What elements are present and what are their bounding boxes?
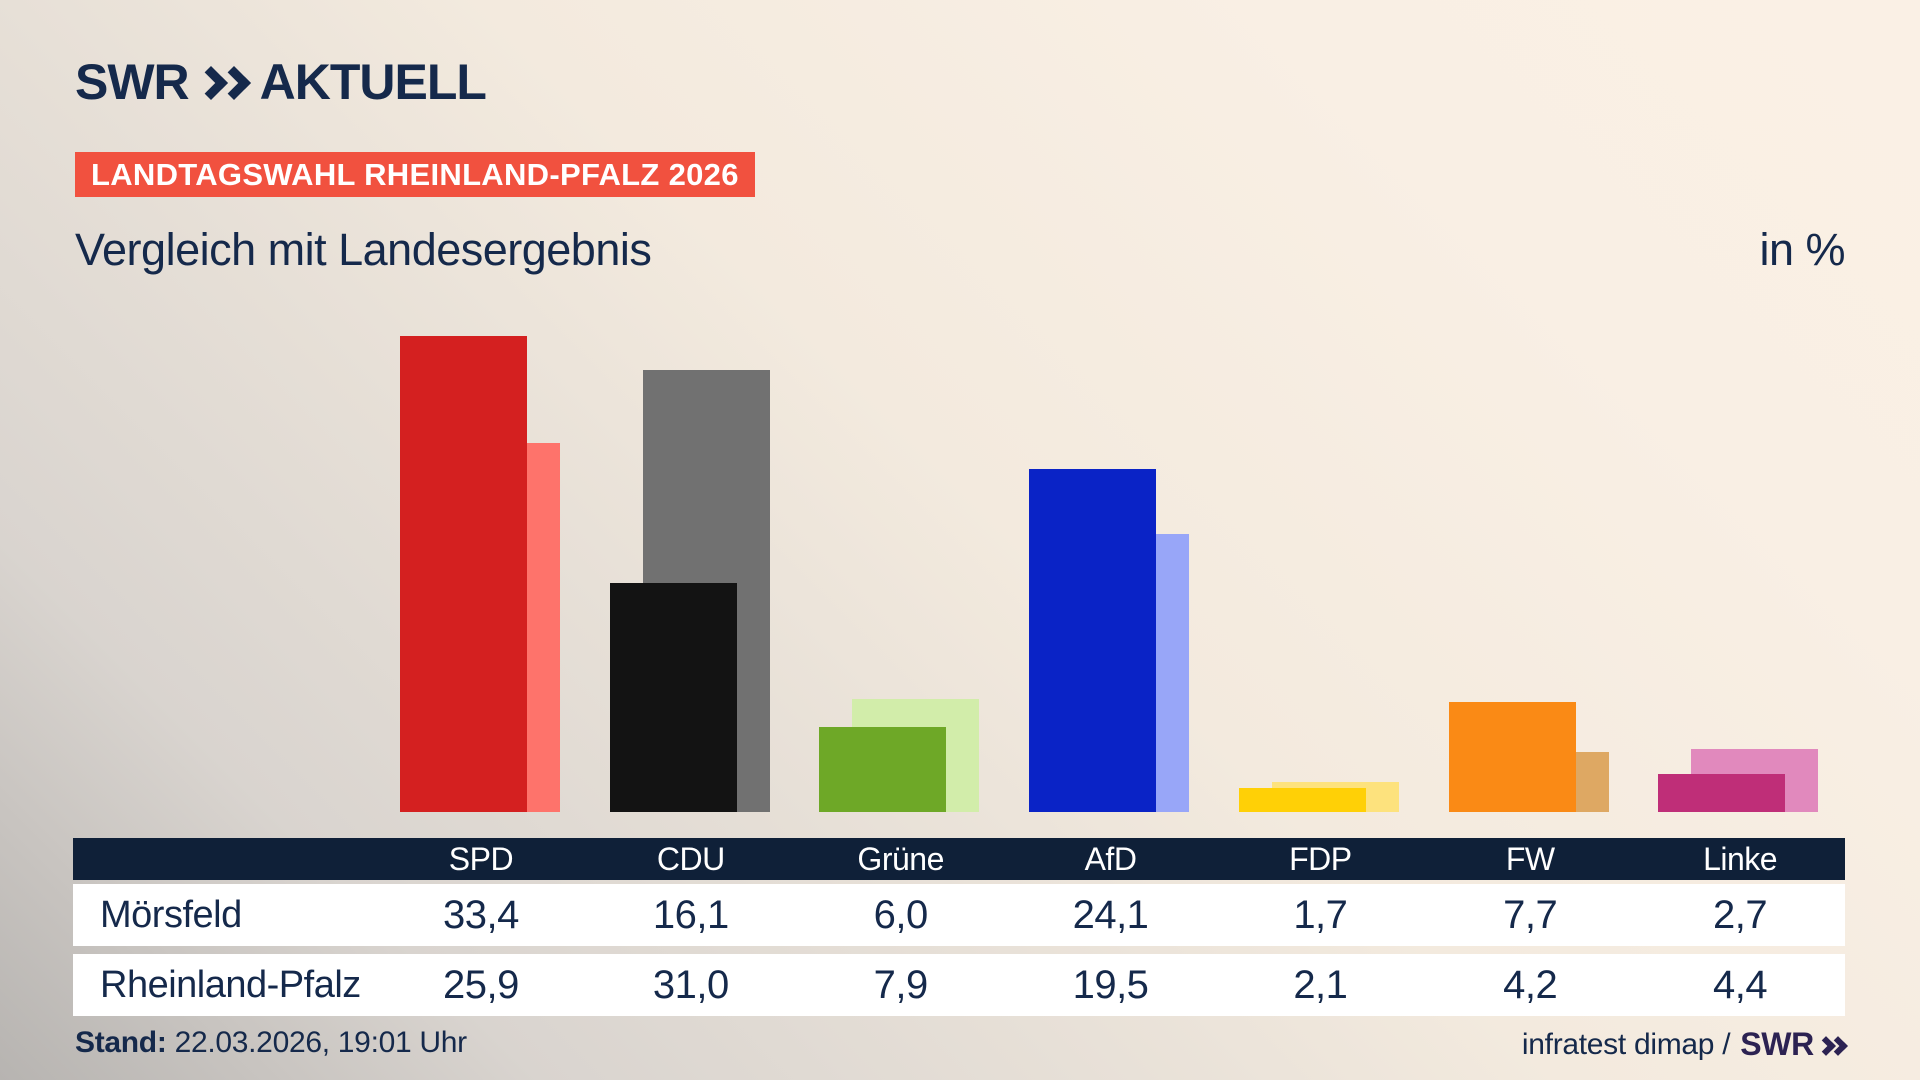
value-FW: 7,7 (1503, 892, 1558, 937)
value-Grüne: 6,0 (873, 892, 929, 937)
table-header-SPD: SPD (448, 840, 514, 877)
bar-moersfeld-CDU (609, 582, 737, 812)
double-chevron-icon (1816, 1035, 1848, 1056)
table-header-row: SPD CDU Grüne AfD FDP FW Linke (73, 838, 1845, 880)
row-label: Rheinland-Pfalz (100, 963, 361, 1006)
bar-group-FDP (1238, 0, 1399, 812)
bar-group-Grüne (819, 0, 980, 812)
bar-group-AfD (1029, 0, 1190, 812)
chevron-right-icon (1828, 1035, 1848, 1056)
election-badge: LANDTAGSWAHL RHEINLAND-PFALZ 2026 (75, 152, 755, 197)
table-header-spacer (73, 838, 376, 880)
bar-group-FW (1448, 0, 1609, 812)
unit-label: in % (1759, 224, 1845, 275)
bar-group-SPD (400, 0, 560, 812)
value-Linke: 2,7 (1713, 892, 1768, 937)
value-AfD: 19,5 (1072, 962, 1149, 1007)
value-Linke: 4,4 (1713, 962, 1768, 1007)
logo-swr-text: SWR (75, 54, 190, 110)
value-CDU: 16,1 (652, 892, 729, 937)
bar-chart (400, 0, 1819, 812)
value-FDP: 1,7 (1293, 892, 1348, 937)
row-label: Mörsfeld (100, 893, 242, 936)
chart-title: Vergleich mit Landesergebnis (75, 224, 652, 275)
footer-logo-swr-text: SWR (1740, 1026, 1814, 1062)
value-CDU: 31,0 (652, 962, 729, 1007)
value-Grüne: 7,9 (873, 962, 929, 1007)
bar-moersfeld-AfD (1029, 468, 1157, 812)
value-AfD: 24,1 (1072, 892, 1149, 937)
timestamp-value: 22.03.2026, 19:01 Uhr (174, 1026, 468, 1059)
table-header-Linke: Linke (1703, 840, 1778, 877)
bar-moersfeld-FW (1448, 702, 1576, 812)
bar-moersfeld-Grüne (819, 726, 947, 812)
table-header-CDU: CDU (656, 840, 725, 877)
bar-moersfeld-Linke (1658, 773, 1786, 812)
bar-group-Linke (1658, 0, 1819, 812)
source-text: infratest dimap / (1521, 1027, 1731, 1061)
table-row-Mörsfeld: Mörsfeld 33,4 16,1 6,0 24,1 1,7 7,7 2,7 (73, 884, 1845, 946)
logo-aktuell-text: AKTUELL (259, 54, 487, 110)
value-FW: 4,2 (1503, 962, 1558, 1007)
table-header-FW: FW (1505, 840, 1555, 877)
table-row-Rheinland-Pfalz: Rheinland-Pfalz 25,9 31,0 7,9 19,5 2,1 4,2 4,4 (73, 954, 1845, 1016)
swr-footer-logo: SWR (1740, 1026, 1848, 1063)
value-SPD: 33,4 (443, 892, 519, 937)
bar-group-CDU (609, 0, 770, 812)
timestamp-label: Stand: (75, 1026, 167, 1059)
bar-moersfeld-FDP (1238, 787, 1366, 812)
swr-aktuell-logo: SWR AKTUELL (75, 54, 487, 110)
results-table: SPD CDU Grüne AfD FDP FW Linke Mörsfeld 33,4 16,1… (73, 838, 1845, 1016)
table-header-AfD: AfD (1084, 840, 1137, 877)
bar-moersfeld-SPD (400, 336, 527, 812)
value-FDP: 2,1 (1293, 962, 1348, 1007)
source-credit: infratest dimap / SWR (1521, 1026, 1848, 1063)
table-header-FDP: FDP (1289, 840, 1352, 877)
timestamp: Stand: 22.03.2026, 19:01 Uhr (75, 1026, 467, 1060)
value-SPD: 25,9 (443, 962, 519, 1007)
table-header-Grüne: Grüne (857, 840, 944, 877)
